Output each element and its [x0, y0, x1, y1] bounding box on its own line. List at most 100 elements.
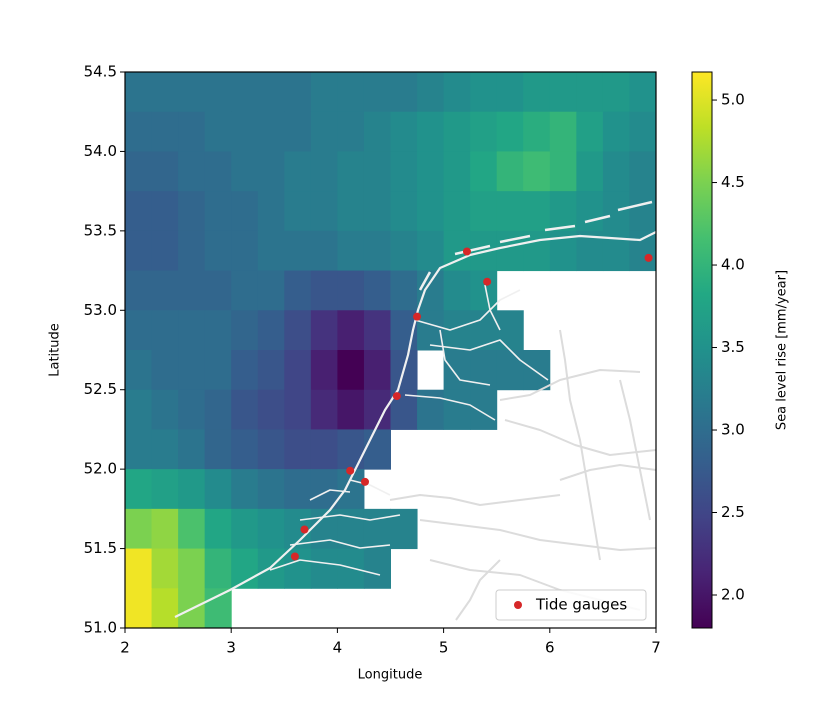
heat-cell	[231, 389, 259, 430]
y-tick-label: 52.5	[84, 380, 117, 398]
heat-cell	[470, 151, 498, 192]
heat-cell	[151, 72, 179, 113]
heat-cell	[178, 350, 206, 391]
heat-cell	[125, 310, 153, 351]
heat-cell	[523, 72, 551, 113]
heat-cell	[125, 508, 153, 550]
heat-cell	[390, 191, 418, 232]
heat-cell	[125, 429, 153, 470]
heat-cell	[204, 588, 232, 629]
legend-marker	[514, 601, 522, 609]
heat-cell	[310, 191, 338, 232]
heat-cell	[523, 111, 551, 152]
y-axis-label: Latitude	[48, 323, 63, 377]
tide-gauge	[462, 247, 471, 256]
plot-frame	[124, 71, 657, 629]
heat-cell	[417, 230, 445, 272]
heat-cell	[257, 270, 285, 311]
heat-cell	[257, 429, 285, 470]
heat-cell	[417, 72, 445, 113]
heat-cell	[257, 350, 285, 391]
tide-gauge	[413, 312, 422, 321]
heat-cell	[231, 508, 259, 550]
heat-cell	[284, 389, 312, 430]
heat-cell	[310, 350, 338, 391]
heat-cell	[443, 191, 471, 232]
heat-cell	[363, 429, 391, 470]
heat-cell	[337, 548, 365, 589]
heat-cell	[284, 469, 312, 510]
heat-cell	[549, 72, 577, 113]
heat-cell	[204, 270, 232, 311]
heat-cell	[390, 72, 418, 113]
heat-cell	[178, 508, 206, 550]
heat-cell	[284, 111, 312, 152]
heat-cell	[310, 151, 338, 192]
heat-cell	[576, 72, 604, 113]
heat-cell	[602, 72, 630, 113]
heat-cell	[549, 111, 577, 152]
heat-cell	[284, 310, 312, 351]
heat-cell	[284, 270, 312, 311]
heat-cell	[284, 230, 312, 272]
heat-cell	[310, 111, 338, 152]
heat-cell	[363, 72, 391, 113]
heat-cell	[417, 270, 445, 311]
heat-cell	[470, 72, 498, 113]
heat-cell	[125, 350, 153, 391]
heat-cell	[178, 111, 206, 152]
heat-cell	[576, 191, 604, 232]
heat-cell	[576, 111, 604, 152]
colorbar-tick-label: 3.0	[721, 421, 745, 439]
colorbar-label: Sea level rise [mm/year]	[775, 270, 790, 430]
heat-cell	[363, 508, 391, 550]
border	[269, 284, 549, 576]
heat-cell	[178, 548, 206, 589]
heat-cell	[231, 469, 259, 510]
coastline	[174, 200, 657, 621]
heat-cell	[390, 151, 418, 192]
heat-cell	[125, 72, 153, 113]
heat-cell	[125, 191, 153, 232]
heat-cell	[231, 310, 259, 351]
heat-cell	[284, 151, 312, 192]
heat-cell	[257, 191, 285, 232]
heat-cell	[363, 191, 391, 232]
heat-cell	[204, 389, 232, 430]
colorbar-tick-label: 3.5	[721, 338, 745, 356]
island	[418, 200, 653, 291]
heat-cell	[443, 389, 471, 430]
colorbar-tick-label: 4.0	[721, 256, 745, 274]
heat-cell	[231, 191, 259, 232]
heat-cell	[178, 191, 206, 232]
heat-cell	[178, 151, 206, 192]
heat-cell	[151, 469, 179, 510]
heat-cell	[284, 429, 312, 470]
heat-cell	[629, 72, 657, 113]
heat-cell	[151, 588, 179, 629]
heat-cell	[125, 230, 153, 272]
heat-cell	[284, 191, 312, 232]
heat-cell	[470, 111, 498, 152]
heat-cell	[390, 508, 418, 550]
heat-cell	[496, 72, 524, 113]
heat-cell	[151, 151, 179, 192]
heat-cell	[178, 270, 206, 311]
heat-cell	[363, 111, 391, 152]
heat-cell	[125, 111, 153, 152]
colorbar-tick-label: 5.0	[721, 91, 745, 109]
x-tick-label: 2	[120, 639, 130, 657]
heat-cell	[523, 191, 551, 232]
heat-cell	[257, 111, 285, 152]
heat-cell	[231, 111, 259, 152]
heatmap	[125, 72, 657, 629]
heat-cell	[443, 350, 471, 391]
heat-cell	[310, 389, 338, 430]
heat-cell	[284, 72, 312, 113]
heat-cell	[337, 111, 365, 152]
colorbar-tick-label: 2.5	[721, 503, 745, 521]
heat-cell	[125, 389, 153, 430]
heat-cell	[231, 230, 259, 272]
heat-cell	[257, 389, 285, 430]
